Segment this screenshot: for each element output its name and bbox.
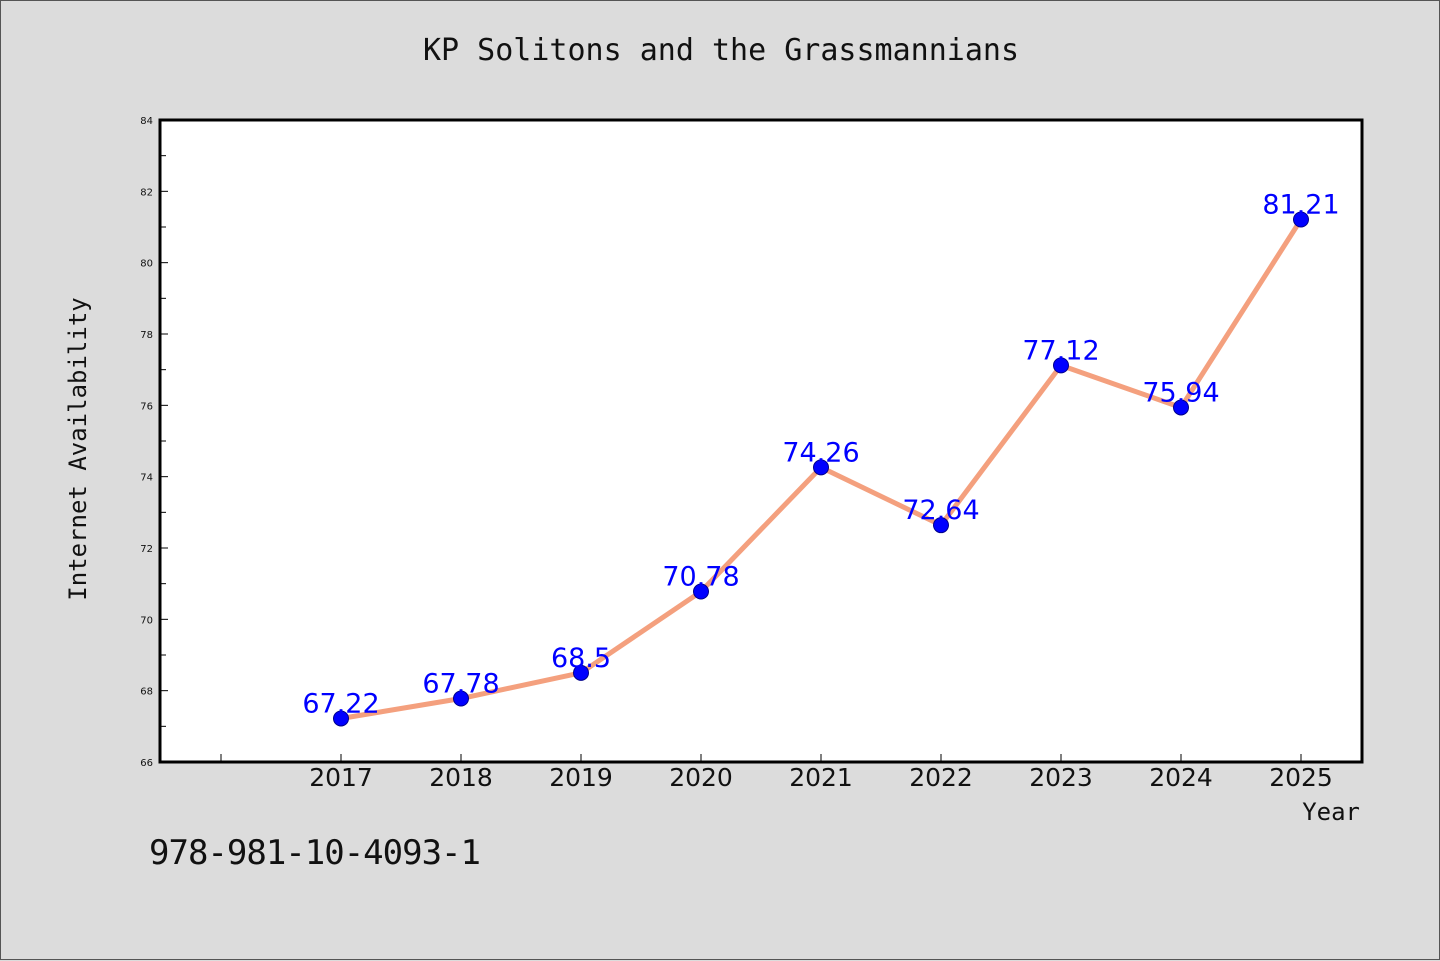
data-point xyxy=(933,517,949,534)
data-label: 68.5 xyxy=(551,643,611,674)
data-labels: 67.22 67.78 68.5 70.78 74.26 72.64 77.12 75.94 8… xyxy=(302,190,1339,720)
data-point xyxy=(453,690,469,707)
data-point xyxy=(573,664,589,681)
x-tick-label: 2017 xyxy=(309,763,373,792)
x-tick-label: 2020 xyxy=(669,763,733,792)
data-point xyxy=(1173,399,1189,416)
y-tick-label: 66 xyxy=(140,758,153,769)
x-tick-label: 2018 xyxy=(429,763,493,792)
data-point xyxy=(813,459,829,476)
chart-title: KP Solitons and the Grassmannians xyxy=(422,33,1020,68)
data-label: 67.22 xyxy=(302,688,379,719)
x-tick-label: 2022 xyxy=(909,763,973,792)
data-label: 70.78 xyxy=(662,562,739,593)
x-tick-label: 2024 xyxy=(1149,763,1213,792)
data-label: 72.64 xyxy=(902,495,979,526)
data-point xyxy=(1293,211,1309,228)
y-tick-label: 74 xyxy=(140,473,153,484)
isbn-footer: 978-981-10-4093-1 xyxy=(149,833,481,873)
x-tick-label: 2021 xyxy=(789,763,853,792)
y-tick-label: 72 xyxy=(140,544,153,555)
x-tick-label: 2019 xyxy=(549,763,613,792)
y-tick-label: 76 xyxy=(140,401,153,412)
data-label: 81.21 xyxy=(1262,190,1339,221)
x-axis-label: Year xyxy=(1302,798,1360,826)
y-axis-label: Internet Availability xyxy=(64,297,92,600)
axis-ticks: 66 68 70 72 74 76 78 80 82 84 2017 2018 2019 2020 2021… xyxy=(140,116,1333,792)
data-points xyxy=(333,211,1309,727)
data-label: 67.78 xyxy=(422,669,499,700)
y-tick-label: 82 xyxy=(140,187,153,198)
y-tick-label: 84 xyxy=(140,116,153,127)
y-tick-label: 78 xyxy=(140,330,153,341)
data-label: 75.94 xyxy=(1142,377,1219,408)
y-tick-label: 70 xyxy=(140,615,153,626)
data-label: 74.26 xyxy=(782,437,859,468)
data-point xyxy=(333,710,349,727)
data-point xyxy=(1053,357,1069,374)
data-label: 77.12 xyxy=(1022,335,1099,366)
y-tick-label: 80 xyxy=(140,259,153,270)
y-tick-label: 68 xyxy=(140,687,153,698)
data-point xyxy=(693,583,709,600)
x-tick-label: 2025 xyxy=(1269,763,1333,792)
x-tick-label: 2023 xyxy=(1029,763,1093,792)
plot-area xyxy=(158,118,1364,764)
